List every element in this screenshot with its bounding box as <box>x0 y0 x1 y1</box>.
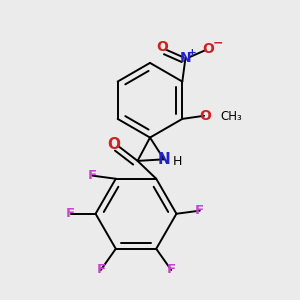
Text: F: F <box>167 263 176 276</box>
Text: CH₃: CH₃ <box>220 110 242 123</box>
Text: N: N <box>158 152 170 167</box>
Text: F: F <box>66 207 75 220</box>
Text: −: − <box>212 36 223 49</box>
Text: F: F <box>195 204 204 217</box>
Text: O: O <box>108 137 121 152</box>
Text: F: F <box>88 169 97 182</box>
Text: H: H <box>172 155 182 168</box>
Text: +: + <box>188 48 197 58</box>
Text: O: O <box>202 42 214 56</box>
Text: N: N <box>180 51 191 65</box>
Text: O: O <box>156 40 168 54</box>
Text: F: F <box>96 263 105 276</box>
Text: O: O <box>199 109 211 123</box>
